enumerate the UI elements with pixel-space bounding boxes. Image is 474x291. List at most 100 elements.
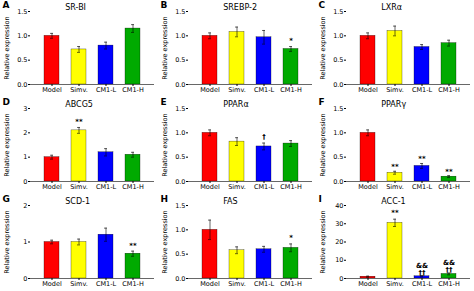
svg-text:0.5: 0.5 (175, 250, 185, 258)
svg-text:CM1-H: CM1-H (122, 183, 144, 191)
svg-text:H: H (161, 194, 169, 204)
svg-text:0.0: 0.0 (17, 81, 27, 89)
svg-text:Relative expression: Relative expression (161, 113, 169, 176)
svg-text:**: ** (418, 155, 426, 163)
svg-text:1.5: 1.5 (175, 105, 185, 113)
svg-text:1.5: 1.5 (333, 8, 343, 16)
svg-text:FAS: FAS (223, 197, 237, 206)
svg-text:Simv.: Simv. (70, 86, 88, 94)
svg-text:**: ** (75, 118, 83, 126)
svg-text:1: 1 (23, 238, 27, 246)
svg-text:1.0: 1.0 (175, 32, 185, 40)
svg-text:1.5: 1.5 (333, 105, 343, 113)
svg-text:CM1-L: CM1-L (412, 86, 433, 94)
svg-text:Model: Model (42, 86, 62, 94)
svg-text:Relative expression: Relative expression (319, 113, 327, 176)
svg-text:0: 0 (23, 275, 27, 283)
svg-text:Relative expression: Relative expression (3, 16, 11, 79)
svg-text:Simv.: Simv. (70, 183, 88, 191)
svg-text:PPARγ: PPARγ (381, 100, 406, 109)
svg-text:CM1-H: CM1-H (438, 280, 460, 288)
svg-text:0.5: 0.5 (333, 56, 343, 64)
svg-text:*: * (289, 234, 293, 242)
svg-text:&&††: &&†† (416, 262, 428, 277)
svg-text:Model: Model (200, 86, 220, 94)
svg-text:B: B (161, 0, 168, 10)
svg-text:Simv.: Simv. (386, 280, 404, 288)
svg-text:CM1-L: CM1-L (254, 280, 275, 288)
svg-text:0.5: 0.5 (175, 56, 185, 64)
svg-text:CM1-L: CM1-L (254, 183, 275, 191)
svg-text:Simv.: Simv. (70, 280, 88, 288)
svg-text:2: 2 (23, 129, 27, 137)
svg-text:1.0: 1.0 (333, 32, 343, 40)
svg-text:CM1-L: CM1-L (96, 183, 117, 191)
svg-text:ACC-1: ACC-1 (381, 197, 405, 206)
svg-text:1: 1 (23, 153, 27, 161)
svg-text:0.5: 0.5 (17, 56, 27, 64)
svg-text:CM1-L: CM1-L (412, 280, 433, 288)
svg-text:0.5: 0.5 (333, 153, 343, 161)
svg-text:Relative expression: Relative expression (3, 113, 11, 176)
svg-text:1.0: 1.0 (333, 129, 343, 137)
svg-text:0: 0 (339, 275, 343, 283)
svg-text:Relative expression: Relative expression (319, 210, 327, 273)
svg-text:20: 20 (335, 238, 343, 246)
svg-text:Simv.: Simv. (228, 86, 246, 94)
svg-text:Relative expression: Relative expression (3, 210, 11, 273)
svg-text:CM1-L: CM1-L (96, 280, 117, 288)
svg-text:I: I (319, 194, 322, 204)
svg-text:30: 30 (335, 220, 343, 228)
svg-text:Model: Model (42, 183, 62, 191)
svg-text:A: A (3, 0, 10, 10)
svg-text:1.0: 1.0 (175, 226, 185, 234)
svg-text:&&††: &&†† (443, 259, 455, 274)
svg-text:1.5: 1.5 (175, 202, 185, 210)
svg-text:Simv.: Simv. (228, 183, 246, 191)
svg-text:10: 10 (335, 256, 343, 264)
svg-text:D: D (3, 97, 10, 107)
svg-text:1.0: 1.0 (175, 129, 185, 137)
svg-text:Model: Model (200, 183, 220, 191)
svg-text:CM1-L: CM1-L (254, 86, 275, 94)
svg-text:1.5: 1.5 (17, 8, 27, 16)
svg-text:Simv.: Simv. (228, 280, 246, 288)
svg-text:Simv.: Simv. (386, 183, 404, 191)
svg-text:Model: Model (358, 183, 378, 191)
svg-text:0.0: 0.0 (175, 81, 185, 89)
svg-text:*: * (289, 37, 293, 45)
svg-text:0.0: 0.0 (333, 81, 343, 89)
svg-text:CM1-H: CM1-H (438, 86, 460, 94)
svg-text:**: ** (129, 242, 137, 250)
svg-text:CM1-H: CM1-H (122, 280, 144, 288)
svg-text:CM1-H: CM1-H (280, 86, 302, 94)
svg-text:CM1-L: CM1-L (96, 86, 117, 94)
svg-text:ABCG5: ABCG5 (65, 100, 93, 109)
svg-text:Model: Model (358, 280, 378, 288)
svg-text:**: ** (391, 163, 399, 171)
svg-text:CM1-H: CM1-H (122, 86, 144, 94)
svg-text:Model: Model (42, 280, 62, 288)
svg-text:†: † (262, 133, 266, 141)
svg-text:CM1-H: CM1-H (280, 280, 302, 288)
svg-text:**: ** (391, 209, 399, 217)
svg-text:3: 3 (23, 105, 27, 113)
svg-text:0.0: 0.0 (175, 178, 185, 186)
svg-text:0.0: 0.0 (175, 275, 185, 283)
svg-text:Relative expression: Relative expression (319, 16, 327, 79)
svg-text:**: ** (445, 168, 453, 176)
svg-text:SR-BI: SR-BI (65, 3, 86, 12)
svg-text:Relative expression: Relative expression (161, 16, 169, 79)
svg-text:Model: Model (358, 86, 378, 94)
svg-text:Simv.: Simv. (386, 86, 404, 94)
svg-text:LXRα: LXRα (381, 3, 402, 12)
svg-text:PPARα: PPARα (223, 100, 248, 109)
svg-text:CM1-H: CM1-H (438, 183, 460, 191)
svg-text:Model: Model (200, 280, 220, 288)
svg-text:Relative expression: Relative expression (161, 210, 169, 273)
svg-text:G: G (3, 194, 10, 204)
svg-text:SREBP-2: SREBP-2 (223, 3, 257, 12)
svg-text:1.0: 1.0 (17, 32, 27, 40)
svg-text:1.5: 1.5 (175, 8, 185, 16)
svg-text:0: 0 (23, 178, 27, 186)
